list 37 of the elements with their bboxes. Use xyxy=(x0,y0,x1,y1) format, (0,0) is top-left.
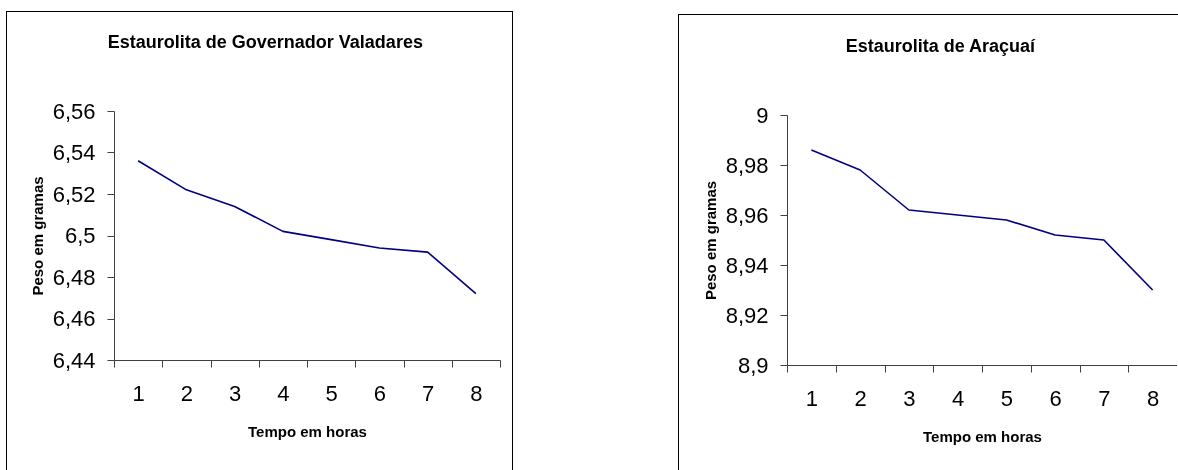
x-tick-label: 6 xyxy=(373,380,386,406)
x-tick-label: 7 xyxy=(1098,385,1111,411)
y-tick-label: 8,94 xyxy=(725,252,769,278)
x-tick-label: 3 xyxy=(229,380,242,406)
x-tick-label: 7 xyxy=(422,380,435,406)
y-tick-label: 8,9 xyxy=(737,352,769,378)
x-tick-label: 6 xyxy=(1049,385,1062,411)
y-axis-title: Peso em gramas xyxy=(28,176,46,296)
x-tick-label: 5 xyxy=(325,380,338,406)
y-tick-label: 6,54 xyxy=(52,140,96,165)
y-tick-label: 6,52 xyxy=(52,181,96,207)
y-tick-label: 6,5 xyxy=(64,223,96,248)
chart-title: Estaurolita de Governador Valadares xyxy=(107,32,423,52)
x-tick-label: 2 xyxy=(854,385,867,411)
x-tick-label: 1 xyxy=(132,380,145,406)
y-axis-title: Peso em gramas xyxy=(701,180,719,301)
x-tick-label: 5 xyxy=(1000,385,1013,411)
x-tick-label: 2 xyxy=(180,380,193,406)
y-tick-label: 8,92 xyxy=(725,302,769,328)
y-tick-label: 6,48 xyxy=(52,264,96,290)
y-tick-label: 8,98 xyxy=(725,152,769,178)
x-tick-label: 3 xyxy=(903,385,916,411)
x-tick-label: 8 xyxy=(470,380,483,406)
y-tick-label: 9 xyxy=(756,102,769,128)
line-series xyxy=(810,149,1154,291)
x-tick-label: 4 xyxy=(952,385,965,411)
y-tick-label: 6,46 xyxy=(52,306,96,331)
line-series xyxy=(137,160,477,295)
x-axis-title: Tempo em horas xyxy=(923,427,1042,445)
x-tick-label: 4 xyxy=(277,380,290,406)
y-tick-label: 6,56 xyxy=(52,98,96,124)
y-tick-label: 6,44 xyxy=(52,347,96,373)
x-tick-label: 8 xyxy=(1147,385,1160,411)
y-tick-label: 8,96 xyxy=(725,202,769,228)
chart-title: Estaurolita de Araçuaí xyxy=(845,36,1037,56)
x-tick-label: 1 xyxy=(805,385,818,411)
x-axis-title: Tempo em horas xyxy=(248,422,367,440)
